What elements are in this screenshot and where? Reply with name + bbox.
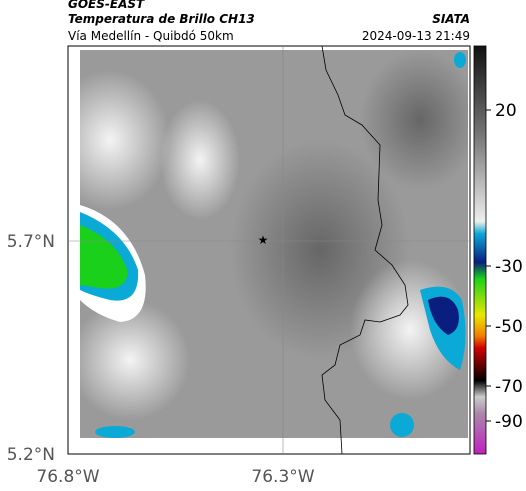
colorbar-tick-label: -70 (495, 377, 523, 397)
colorbar-tick-label: -90 (495, 412, 523, 432)
region: Vía Medellín - Quibdó 50km (68, 29, 234, 43)
colorbar (473, 45, 487, 455)
colorbar-ticks: 20 -30 -50 -70 -90 (486, 101, 523, 432)
product: Temperatura de Brillo CH13 (68, 12, 255, 26)
lat-label: 5.2°N (7, 445, 55, 465)
source: GOES-EAST (68, 0, 145, 11)
colorbar-tick-label: -30 (495, 257, 523, 277)
border-line (321, 45, 409, 455)
colorbar-tick-label: 20 (495, 101, 517, 121)
agency: SIATA (432, 12, 470, 26)
colorbar-tick-label: -50 (495, 317, 523, 337)
datetime: 2024-09-13 21:49 (362, 29, 470, 43)
lat-label: 5.7°N (7, 232, 55, 252)
lon-label: 76.3°W (251, 467, 314, 487)
location-marker: ★ (258, 233, 269, 247)
lon-label: 76.8°W (36, 467, 99, 487)
satellite-image (80, 50, 468, 438)
